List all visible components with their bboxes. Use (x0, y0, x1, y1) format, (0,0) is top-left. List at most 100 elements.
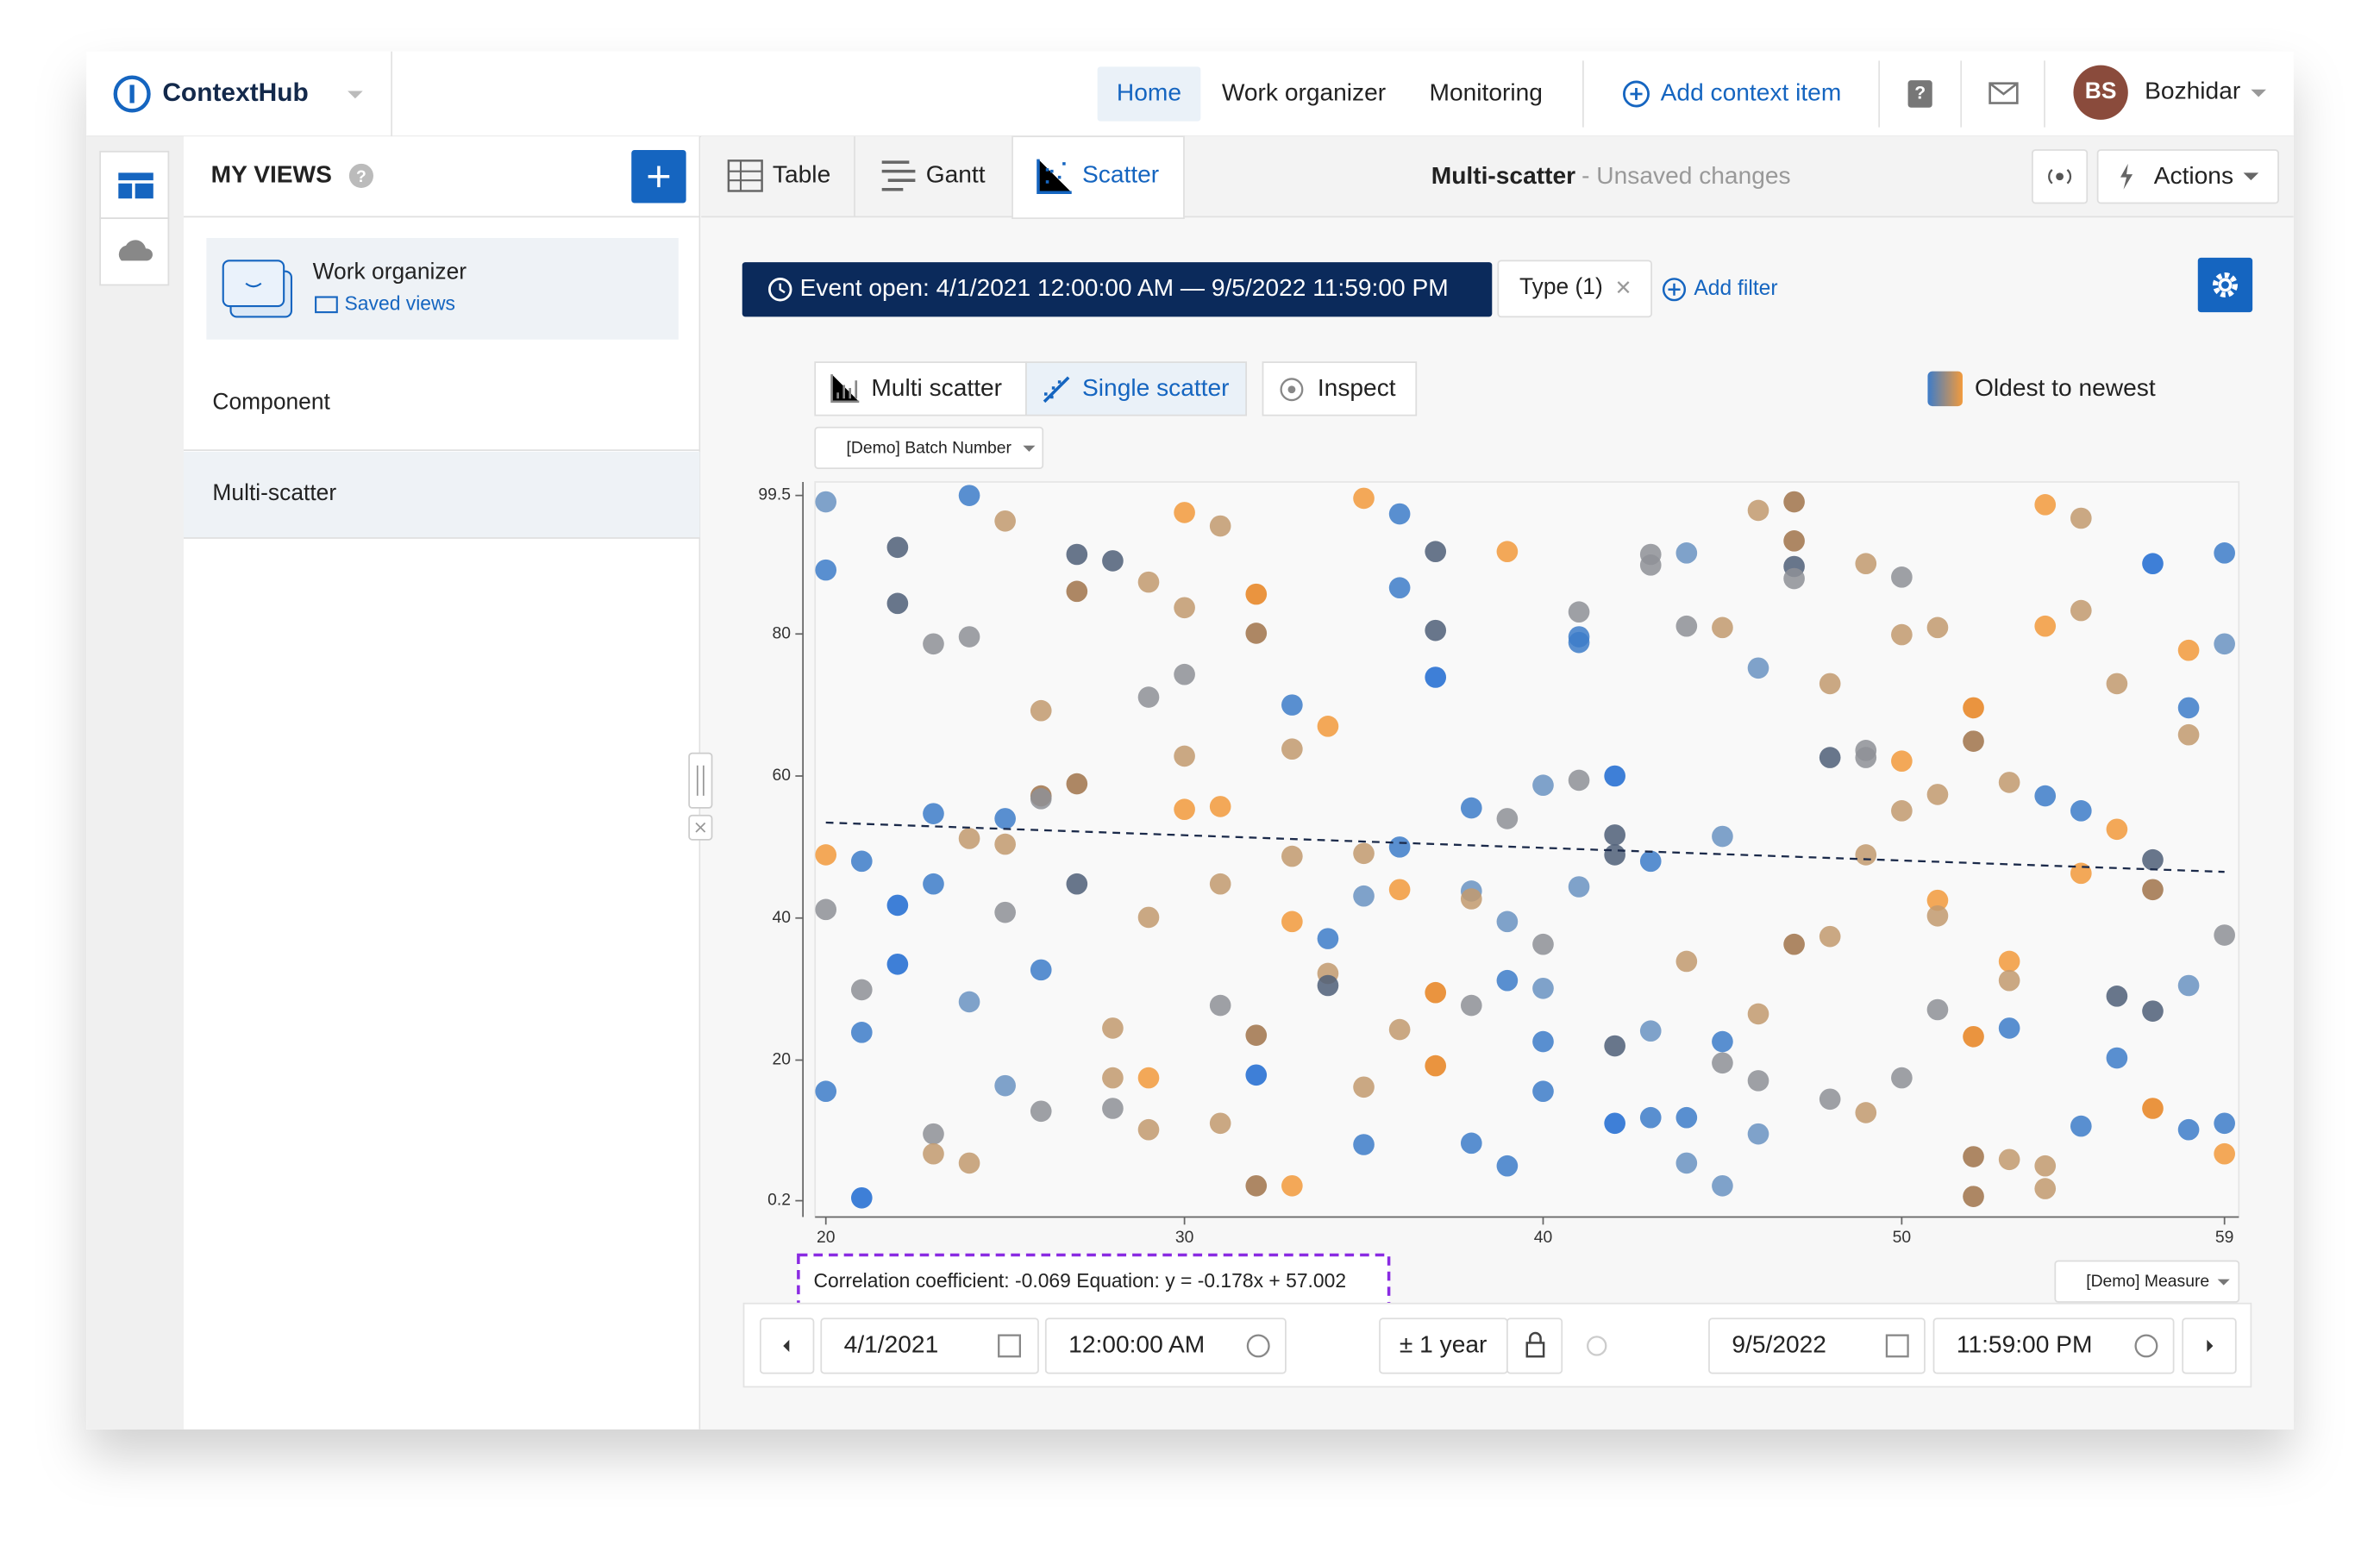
end-time-field[interactable] (1932, 1317, 2175, 1374)
scatter-point (1747, 1003, 1769, 1025)
avatar[interactable] (2073, 65, 2128, 120)
scatter-point (1245, 1174, 1268, 1197)
dropdown-arrow[interactable] (2251, 89, 2266, 97)
scatter-point (1998, 950, 2020, 973)
scatter-point (850, 1186, 873, 1209)
nav-item[interactable]: Home (1117, 78, 1181, 105)
scatter-point (1030, 788, 1052, 810)
splitter-handle[interactable] (688, 752, 713, 809)
scatter-point (1639, 1106, 1662, 1129)
rail-button[interactable] (99, 150, 170, 220)
scatter-point (1137, 906, 1160, 929)
card-title: Work organizer (313, 258, 467, 284)
logo-icon (129, 84, 135, 103)
sidebar-item[interactable]: Multi-scatter (212, 479, 336, 505)
x-tick-label: 50 (1893, 1228, 1912, 1247)
lock-button[interactable] (1506, 1317, 1563, 1374)
scatter-point (1891, 1067, 1913, 1089)
scatter-point (1998, 772, 2020, 793)
sidebar-item[interactable]: Component (212, 389, 330, 415)
legend-label: Oldest to newest (1975, 374, 2156, 401)
live-icon (2048, 169, 2072, 185)
end-date: 9/5/2022 (1732, 1330, 1826, 1357)
add-filter[interactable]: Add filter (1694, 277, 1777, 300)
history-icon[interactable] (1587, 1336, 1607, 1356)
scatter-point (1209, 994, 1231, 1017)
tab[interactable]: Table (773, 160, 830, 187)
logo-icon[interactable] (113, 75, 151, 113)
trend-line (825, 821, 2225, 873)
scatter-point (1066, 873, 1088, 895)
start-time: 12:00:00 AM (1068, 1330, 1205, 1357)
scatter-point (2214, 633, 2235, 655)
scatter-point (2177, 639, 2200, 661)
x-axis-label: [Demo] Measure (2086, 1272, 2209, 1291)
add-icon[interactable] (1623, 80, 1650, 108)
scatter-point (1066, 580, 1088, 603)
scatter-point (1174, 502, 1195, 523)
scatter-point (850, 850, 873, 873)
view-status: - Unsaved changes (1581, 162, 1791, 189)
scatter-point (1425, 541, 1447, 563)
scatter-point (923, 1142, 944, 1165)
scatter-point (2177, 697, 2200, 719)
single-scatter-icon (1043, 376, 1070, 404)
remove-icon[interactable] (1617, 281, 1630, 294)
scatter-point (2214, 924, 2235, 946)
actions-button[interactable] (2096, 149, 2279, 204)
mode-button-active[interactable] (1025, 361, 1248, 416)
y-tick-label: 20 (773, 1050, 792, 1069)
inspect-icon (1280, 378, 1304, 402)
calendar-icon (998, 1334, 1022, 1358)
start-date-field[interactable] (820, 1317, 1039, 1374)
dropdown-arrow[interactable] (348, 91, 363, 99)
nav-item[interactable]: Work organizer (1222, 78, 1386, 105)
scatter-icon (1037, 159, 1072, 194)
scatter-point (1460, 888, 1482, 910)
scatter-point (1747, 499, 1769, 522)
scatter-point (1568, 769, 1590, 792)
scatter-point (1317, 716, 1339, 737)
tab[interactable]: Scatter (1082, 160, 1159, 187)
help-icon[interactable] (348, 163, 374, 188)
logo[interactable]: ContextHub (162, 78, 308, 107)
scatter-point (1137, 1067, 1160, 1089)
scatter-point (2034, 785, 2057, 807)
start-time-field[interactable] (1044, 1317, 1287, 1374)
scatter-point (1317, 928, 1339, 949)
settings-button[interactable] (2197, 257, 2253, 313)
scatter-point (1819, 673, 1841, 695)
type-filter-chip[interactable] (1497, 260, 1652, 318)
card-link[interactable]: Saved views (345, 291, 455, 314)
scatter-point (1174, 798, 1195, 821)
user-name[interactable]: Bozhidar (2145, 78, 2240, 104)
scatter-point (1675, 542, 1698, 564)
scatter-point (1532, 977, 1554, 999)
y-field-select[interactable] (814, 426, 1044, 470)
scatter-point (1209, 796, 1231, 817)
scatter-point (994, 1074, 1016, 1097)
scatter-point (1963, 697, 1984, 719)
mail-icon[interactable] (1989, 82, 2019, 104)
scatter-point (1712, 1030, 1733, 1053)
help-icon[interactable] (1907, 80, 1932, 108)
scatter-point (1317, 974, 1339, 997)
x-field-select[interactable] (2054, 1260, 2240, 1303)
scatter-point (1532, 933, 1554, 955)
event-filter-chip[interactable] (742, 262, 1493, 317)
end-date-field[interactable] (1708, 1317, 1926, 1374)
scatter-point (923, 803, 944, 824)
scatter-point (1353, 885, 1375, 907)
scatter-point (1675, 1152, 1698, 1174)
nav-item[interactable]: Monitoring (1430, 78, 1543, 105)
dropdown-arrow (2243, 172, 2259, 181)
x-tick-label: 40 (1534, 1228, 1553, 1247)
scatter-point (1245, 623, 1268, 644)
add-context-item[interactable]: Add context item (1661, 78, 1842, 105)
scatter-point (1675, 1106, 1698, 1129)
scatter-point (1783, 567, 1805, 590)
scatter-point (1891, 800, 1913, 822)
scatter-point (1568, 876, 1590, 898)
tab[interactable]: Gantt (926, 160, 986, 187)
correlation-annotation: Correlation coefficient: -0.069 Equation… (813, 1269, 1346, 1292)
